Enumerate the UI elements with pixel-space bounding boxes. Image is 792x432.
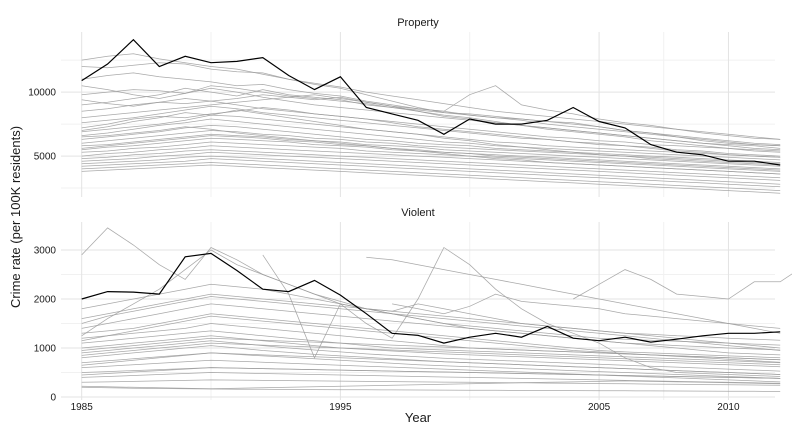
- series-line-background: [81, 109, 781, 166]
- series-line-background: [81, 345, 781, 375]
- series-line-background: [81, 359, 781, 383]
- series-line-background: [81, 293, 781, 349]
- series-line-background: [81, 340, 781, 372]
- series-line-background: [573, 269, 792, 300]
- series-line-background: [81, 342, 781, 366]
- series-line-highlight: [81, 38, 781, 166]
- series-line-background: [81, 149, 781, 179]
- series-line-background: [81, 94, 781, 153]
- series-line-background: [81, 114, 781, 158]
- series-line-background: [81, 94, 781, 147]
- y-tick-label: 10000: [28, 88, 56, 99]
- series-line-background: [81, 164, 781, 194]
- y-tick-label: 5000: [34, 152, 57, 163]
- x-tick-label: 2010: [717, 402, 740, 413]
- facet-title: Property: [397, 17, 439, 29]
- y-tick-label: 1000: [34, 344, 57, 355]
- series-line-background: [81, 380, 781, 390]
- series-line-background: [81, 133, 781, 167]
- series-line-background: [81, 379, 781, 386]
- y-tick-label: 0: [50, 393, 56, 404]
- series-line-background: [81, 296, 781, 351]
- series-line-background: [81, 386, 781, 392]
- series-line-background: [81, 303, 781, 356]
- series-line-background: [81, 315, 781, 363]
- series-line-background: [81, 135, 781, 171]
- series-line-background: [81, 118, 781, 161]
- series-line-background: [81, 151, 781, 181]
- series-line-background: [81, 137, 781, 170]
- series-line-background: [81, 85, 781, 145]
- facet-title: Violent: [401, 207, 434, 219]
- series-line-background: [81, 141, 781, 172]
- x-tick-label: 1995: [329, 402, 352, 413]
- y-tick-label: 3000: [34, 245, 57, 256]
- series-line-highlight: [81, 252, 781, 344]
- series-line-background: [81, 313, 781, 359]
- series-line-background: [81, 125, 781, 163]
- series-line-background: [81, 85, 781, 149]
- x-tick-label: 1985: [71, 402, 94, 413]
- series-line-background: [81, 62, 781, 147]
- series-line-background: [81, 98, 781, 152]
- x-axis: 1985 1995 2005 2010: [71, 402, 740, 413]
- facet-panels: 5000 10000 Property 0 1000 2000 3000 Violent: [28, 17, 792, 404]
- series-line-background: [81, 53, 781, 140]
- x-tick-label: 2005: [588, 402, 611, 413]
- series-line-background: [81, 126, 781, 175]
- series-line-background: [366, 256, 781, 334]
- series-line-background: [81, 155, 781, 185]
- series-line-background: [81, 323, 781, 361]
- x-axis-title: Year: [405, 410, 432, 425]
- panel-violent: 0 1000 2000 3000 Violent: [34, 207, 792, 404]
- series-line-background: [81, 335, 781, 368]
- y-axis-title: Crime rate (per 100K residents): [8, 126, 23, 308]
- series-line-background: [81, 130, 781, 165]
- series-line-background: [81, 367, 781, 379]
- series-line-background: [81, 162, 781, 191]
- series-line-background: [81, 372, 781, 384]
- series-line-background: [81, 352, 781, 379]
- y-tick-label: 2000: [34, 294, 57, 305]
- series-line-background: [81, 330, 781, 364]
- series-line-background: [81, 249, 781, 346]
- series-line-background: [262, 246, 781, 377]
- series-line-background: [392, 293, 781, 329]
- series-line-background: [81, 158, 781, 188]
- series-line-background: [81, 227, 781, 341]
- panel-property: 5000 10000 Property: [28, 17, 781, 197]
